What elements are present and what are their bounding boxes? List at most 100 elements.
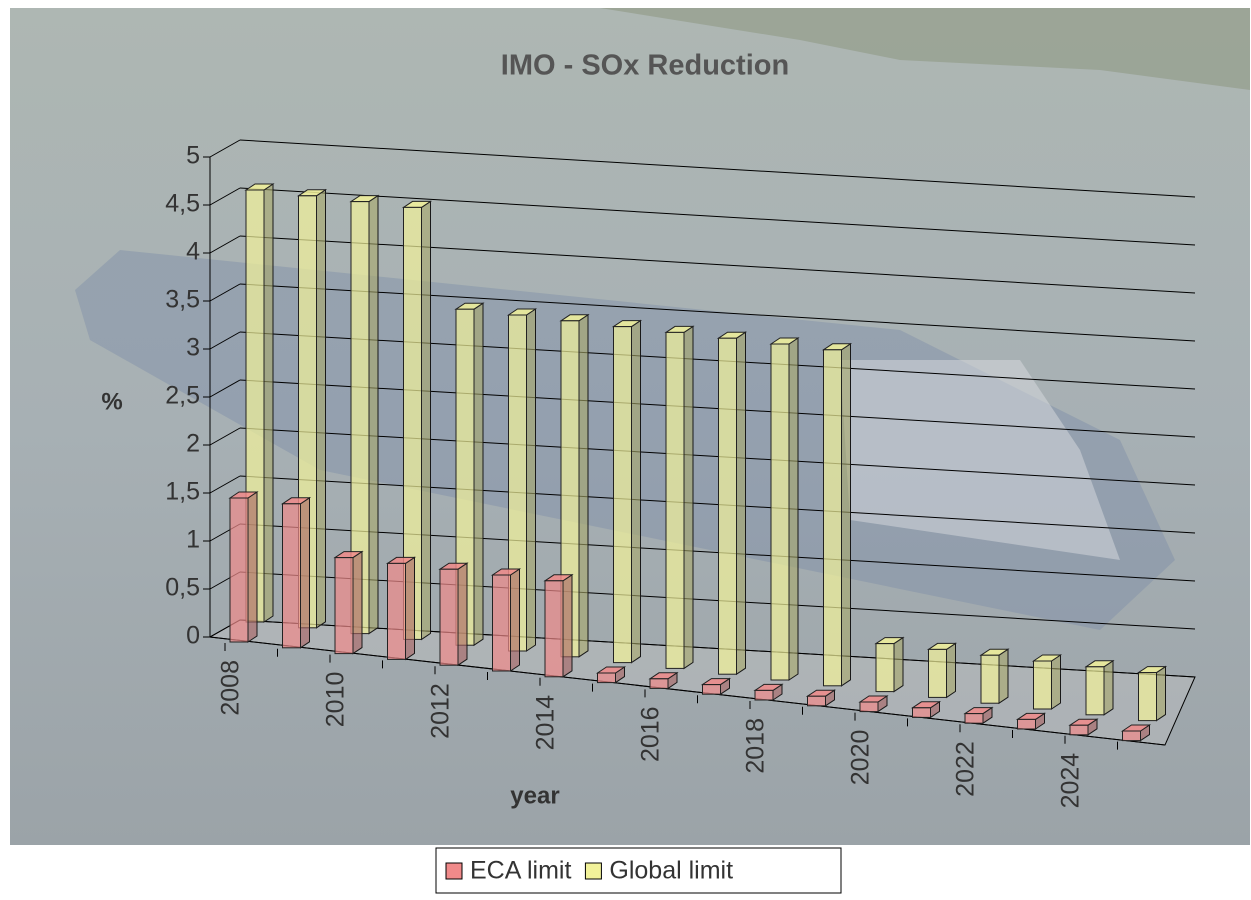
- y-tick-label: 1,5: [165, 478, 200, 506]
- bar-side: [736, 331, 746, 676]
- x-tick-label: 2008: [217, 660, 245, 716]
- y-tick-label: 2: [186, 430, 200, 458]
- bar: [492, 574, 511, 672]
- y-axis-title: %: [101, 388, 122, 415]
- bar: [718, 337, 737, 675]
- bar: [807, 695, 826, 707]
- bar-side: [526, 308, 536, 652]
- bar: [702, 684, 721, 695]
- bar: [334, 557, 354, 655]
- legend: [435, 847, 842, 894]
- bar: [282, 503, 301, 649]
- bar-side: [1051, 654, 1061, 710]
- bar-side: [788, 337, 799, 681]
- grid-line: [239, 187, 1196, 246]
- ship-superstructure: [840, 360, 1120, 560]
- y-tick-label: 0: [186, 622, 200, 650]
- bar-side: [946, 642, 956, 699]
- legend-swatch: [445, 862, 463, 880]
- bar: [980, 654, 1000, 704]
- bar-side: [405, 556, 415, 661]
- bar: [1085, 666, 1105, 716]
- bar-side: [683, 325, 694, 670]
- bar: [964, 713, 984, 724]
- grid-line: [209, 283, 241, 302]
- y-tick-label: 0,5: [165, 574, 200, 602]
- bar: [1138, 672, 1157, 722]
- y-tick-label: 3,5: [165, 286, 200, 314]
- legend-items: ECA limit Global limit: [445, 857, 733, 885]
- shore: [600, 8, 1250, 90]
- bar: [823, 349, 842, 687]
- bar-side: [457, 562, 468, 667]
- bar-side: [316, 188, 326, 629]
- bar: [859, 701, 879, 713]
- grid-line: [209, 187, 241, 206]
- bar-side: [998, 648, 1009, 705]
- bar-side: [841, 342, 851, 687]
- grid-line: [209, 379, 241, 398]
- bar-side: [352, 550, 363, 655]
- bar: [387, 562, 406, 660]
- bar: [875, 643, 895, 693]
- bar-side: [1103, 659, 1114, 716]
- bar: [912, 707, 931, 718]
- bar: [613, 326, 632, 664]
- grid-line: [239, 139, 1196, 198]
- bar-side: [510, 568, 520, 672]
- y-tick-label: 4: [186, 238, 200, 266]
- bar-side: [300, 496, 310, 649]
- x-tick-label: 2018: [742, 718, 770, 774]
- bar: [1069, 724, 1089, 736]
- grid-line: [209, 235, 241, 254]
- bar-side: [421, 200, 431, 641]
- grid-line: [209, 427, 241, 446]
- bar: [1122, 730, 1141, 742]
- bar: [1017, 718, 1036, 730]
- chart-title: IMO - SOx Reduction: [501, 50, 789, 82]
- grid-line: [239, 235, 1196, 294]
- grid-line: [239, 475, 1196, 534]
- bar: [754, 689, 774, 701]
- x-tick-label: 2014: [532, 695, 560, 751]
- bar: [1033, 660, 1052, 710]
- x-tick-label: 2020: [847, 730, 875, 786]
- bar-side: [562, 573, 573, 678]
- bar-side: [893, 636, 904, 693]
- x-axis: [209, 636, 1166, 746]
- bar-side: [1156, 665, 1166, 722]
- grid-line: [209, 475, 241, 494]
- bar: [229, 497, 249, 643]
- bar-side: [578, 313, 589, 658]
- bar-side: [247, 491, 258, 643]
- bar-side: [631, 319, 641, 664]
- y-tick-label: 1: [186, 526, 200, 554]
- bar: [770, 343, 790, 681]
- bar-side: [368, 194, 379, 635]
- x-tick-label: 2022: [952, 741, 980, 797]
- y-tick-label: 5: [186, 142, 200, 170]
- grid-line: [239, 379, 1196, 438]
- bar-side: [473, 302, 484, 647]
- legend-label: Global limit: [609, 857, 733, 885]
- bar: [928, 648, 947, 698]
- grid-line: [239, 523, 1196, 582]
- grid-line: [209, 139, 241, 158]
- y-tick-label: 3: [186, 334, 200, 362]
- bar: [597, 672, 616, 684]
- legend-label: ECA limit: [470, 857, 571, 885]
- grid-line: [209, 331, 241, 350]
- grid-line: [239, 283, 1196, 342]
- bar: [544, 580, 564, 678]
- bar-side: [263, 183, 274, 623]
- bar: [665, 331, 685, 669]
- grid-line: [239, 331, 1196, 390]
- x-tick-label: 2012: [427, 683, 455, 739]
- x-tick-label: 2024: [1057, 753, 1085, 809]
- y-tick-label: 2,5: [165, 382, 200, 410]
- x-axis-title: year: [510, 782, 559, 809]
- y-tick-label: 4,5: [165, 190, 200, 218]
- bar: [649, 678, 669, 689]
- legend-swatch: [584, 862, 602, 880]
- grid-line: [239, 427, 1196, 486]
